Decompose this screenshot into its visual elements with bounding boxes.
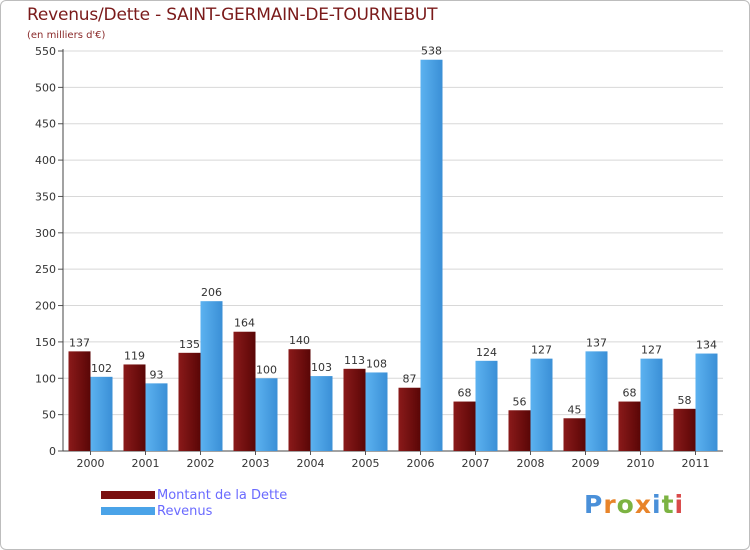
x-tick-label-2000: 2000 xyxy=(77,457,105,470)
chart-legend: Montant de la Dette Revenus xyxy=(101,487,287,519)
legend-label-revenus: Revenus xyxy=(157,503,213,519)
x-tick-label-2006: 2006 xyxy=(407,457,435,470)
y-tick-label-350: 350 xyxy=(35,190,56,203)
legend-item-revenus: Revenus xyxy=(101,503,287,519)
logo-letter: x xyxy=(634,490,652,519)
data-label-revenus-2005: 108 xyxy=(366,357,387,370)
bar-dette-2006 xyxy=(398,387,421,451)
bar-revenus-2001 xyxy=(145,383,168,451)
data-label-revenus-2009: 137 xyxy=(586,336,607,349)
bar-revenus-2010 xyxy=(640,358,663,451)
data-label-revenus-2003: 100 xyxy=(256,363,277,376)
logo-letter: r xyxy=(603,490,617,519)
data-label-dette-2006: 87 xyxy=(403,373,417,386)
data-label-dette-2001: 119 xyxy=(124,349,145,362)
data-label-dette-2011: 58 xyxy=(678,394,692,407)
data-label-revenus-2002: 206 xyxy=(201,286,222,299)
logo-letter: P xyxy=(584,490,604,519)
bar-revenus-2011 xyxy=(695,353,718,451)
data-label-dette-2000: 137 xyxy=(69,336,90,349)
chart-subtitle: (en milliers d'€) xyxy=(27,30,106,41)
data-label-dette-2005: 113 xyxy=(344,354,365,367)
bar-revenus-2006 xyxy=(420,59,443,452)
y-tick-label-250: 250 xyxy=(35,263,56,276)
logo-letter: o xyxy=(616,490,635,519)
x-tick-label-2001: 2001 xyxy=(132,457,160,470)
y-tick-label-400: 400 xyxy=(35,154,56,167)
bar-dette-2007 xyxy=(453,401,476,451)
logo-letter: t xyxy=(661,490,675,519)
y-tick-label-100: 100 xyxy=(35,372,56,385)
logo-letter: i xyxy=(674,490,685,519)
x-tick-label-2011: 2011 xyxy=(682,457,710,470)
data-label-dette-2010: 68 xyxy=(623,387,637,400)
bar-revenus-2008 xyxy=(530,358,553,451)
logo-letter: i xyxy=(652,490,662,519)
bar-dette-2003 xyxy=(233,331,256,451)
y-tick-label-450: 450 xyxy=(35,118,56,131)
data-label-revenus-2006: 538 xyxy=(421,45,442,58)
x-tick-label-2003: 2003 xyxy=(242,457,270,470)
x-tick-label-2009: 2009 xyxy=(572,457,600,470)
y-tick-label-500: 500 xyxy=(35,81,56,94)
bar-dette-2005 xyxy=(343,368,366,451)
bar-revenus-2003 xyxy=(255,378,278,451)
bar-dette-2008 xyxy=(508,410,531,451)
data-label-dette-2008: 56 xyxy=(513,395,527,408)
y-tick-label-50: 50 xyxy=(42,409,56,422)
legend-swatch-dette xyxy=(101,491,155,499)
data-label-revenus-2010: 127 xyxy=(641,344,662,357)
legend-item-dette: Montant de la Dette xyxy=(101,487,287,503)
legend-swatch-revenus xyxy=(101,507,155,515)
data-label-revenus-2007: 124 xyxy=(476,346,497,359)
chart-title: Revenus/Dette - SAINT-GERMAIN-DE-TOURNEB… xyxy=(27,5,438,25)
x-tick-label-2004: 2004 xyxy=(297,457,325,470)
bar-revenus-2002 xyxy=(200,301,223,451)
bar-revenus-2007 xyxy=(475,360,498,451)
bar-revenus-2009 xyxy=(585,351,608,451)
bar-dette-2002 xyxy=(178,352,201,451)
bar-revenus-2000 xyxy=(90,376,113,451)
x-tick-label-2005: 2005 xyxy=(352,457,380,470)
y-tick-label-300: 300 xyxy=(35,227,56,240)
data-label-dette-2007: 68 xyxy=(458,387,472,400)
x-tick-label-2010: 2010 xyxy=(627,457,655,470)
data-label-revenus-2008: 127 xyxy=(531,344,552,357)
y-tick-label-550: 550 xyxy=(35,45,56,58)
y-tick-label-150: 150 xyxy=(35,336,56,349)
data-label-dette-2009: 45 xyxy=(568,403,582,416)
data-label-revenus-2000: 102 xyxy=(91,362,112,375)
y-tick-label-200: 200 xyxy=(35,300,56,313)
bar-revenus-2004 xyxy=(310,376,333,451)
bar-revenus-2005 xyxy=(365,372,388,451)
x-tick-label-2008: 2008 xyxy=(517,457,545,470)
bar-dette-2011 xyxy=(673,408,696,451)
data-label-revenus-2004: 103 xyxy=(311,361,332,374)
bar-dette-2000 xyxy=(68,351,91,451)
data-label-dette-2002: 135 xyxy=(179,338,200,351)
data-label-dette-2003: 164 xyxy=(234,317,255,330)
bar-dette-2009 xyxy=(563,418,586,451)
bar-dette-2010 xyxy=(618,401,641,451)
data-label-revenus-2011: 134 xyxy=(696,339,717,352)
y-tick-label-0: 0 xyxy=(49,445,56,458)
data-label-dette-2004: 140 xyxy=(289,334,310,347)
bar-dette-2004 xyxy=(288,349,311,451)
legend-label-dette: Montant de la Dette xyxy=(157,487,288,503)
proxiti-logo: Proxiti xyxy=(584,490,684,519)
bar-dette-2001 xyxy=(123,364,146,451)
x-tick-label-2002: 2002 xyxy=(187,457,215,470)
x-tick-label-2007: 2007 xyxy=(462,457,490,470)
data-label-revenus-2001: 93 xyxy=(150,368,164,381)
